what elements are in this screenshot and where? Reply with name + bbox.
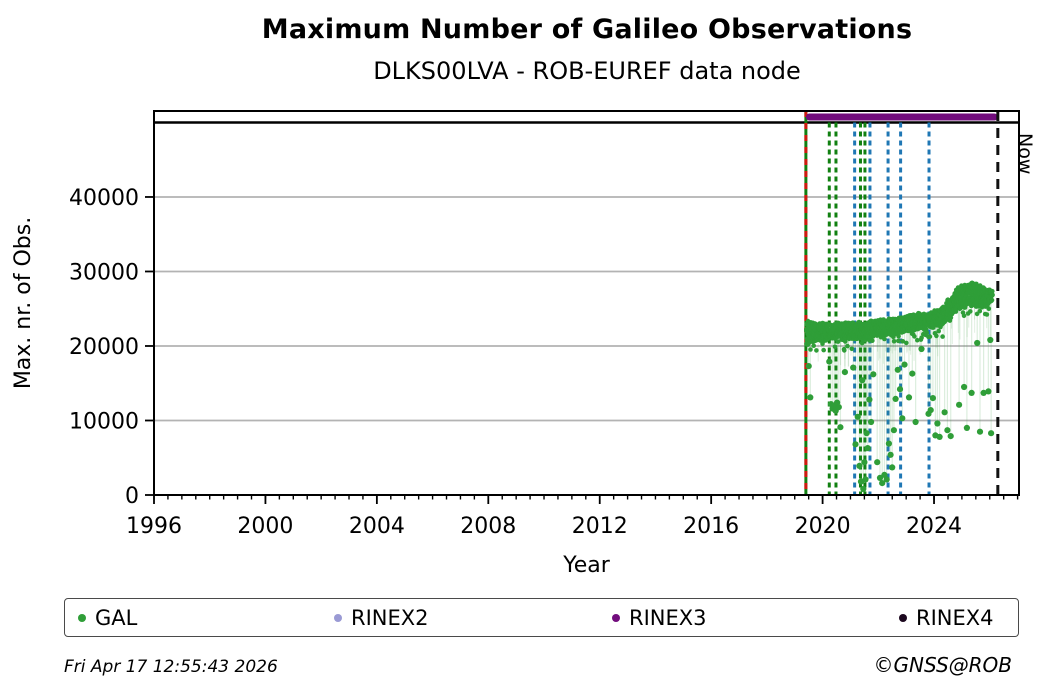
y-tick-label: 30000 [69, 260, 139, 285]
x-tick-label: 2000 [237, 514, 293, 539]
legend-item-rinex3: RINEX3 [612, 599, 707, 636]
now-label: Now [1014, 133, 1036, 174]
chart-subtitle: DLKS00LVA - ROB-EUREF data node [373, 57, 801, 85]
x-tick-label: 2024 [906, 514, 962, 539]
x-tick-label: 2012 [572, 514, 628, 539]
event-lines [804, 111, 931, 495]
x-tick-label: 2004 [349, 514, 405, 539]
gal-scatter-points [804, 280, 995, 353]
plot-frame [153, 110, 1020, 496]
rinex4-marker-icon [899, 613, 907, 622]
y-tick-label: 20000 [69, 335, 139, 360]
x-tick-label: 2008 [460, 514, 516, 539]
y-tick-label: 0 [125, 484, 139, 509]
rinex3-marker-icon [612, 613, 620, 622]
legend-item-rinex4: RINEX4 [899, 599, 994, 636]
legend-item-gal: GAL [78, 599, 137, 636]
legend-label-gal: GAL [95, 605, 138, 630]
timestamp-text: Fri Apr 17 12:55:43 2026 [64, 657, 278, 677]
x-axis-ticks: 1996 2000 2004 2008 2012 2016 2020 2024 [126, 495, 1019, 539]
legend-item-rinex2: RINEX2 [334, 599, 429, 636]
gal-outlier-points [805, 336, 995, 493]
legend-label-rinex2: RINEX2 [351, 605, 429, 630]
legend-label-rinex3: RINEX3 [629, 605, 707, 630]
legend-label-rinex4: RINEX4 [916, 605, 994, 630]
y-tick-label: 40000 [69, 186, 139, 211]
rinex3-availability-bar [805, 113, 998, 121]
copyright-text: ©GNSS@ROB [873, 653, 1013, 677]
y-tick-label: 10000 [69, 409, 139, 434]
chart-title: Maximum Number of Galileo Observations [261, 14, 913, 45]
gal-marker-icon [78, 613, 86, 622]
x-axis-title: Year [562, 553, 611, 578]
x-tick-label: 2016 [683, 514, 739, 539]
x-tick-label: 2020 [795, 514, 851, 539]
y-gridlines [154, 196, 1019, 422]
y-axis-ticks: 0 10000 20000 30000 40000 [69, 186, 154, 509]
y-axis-title: Max. nr. of Obs. [11, 217, 36, 389]
rinex2-marker-icon [334, 613, 342, 622]
x-tick-label: 1996 [126, 514, 182, 539]
chart-legend: GAL RINEX2 RINEX3 RINEX4 [64, 598, 1019, 637]
